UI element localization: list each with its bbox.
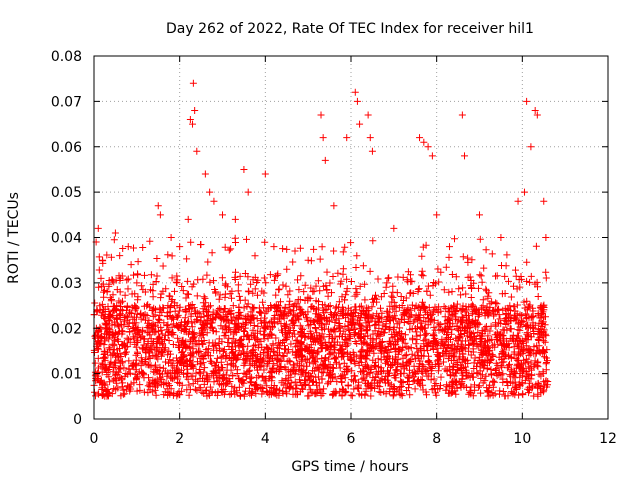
data-point <box>523 97 531 105</box>
data-point <box>189 120 197 128</box>
axis-ticks <box>93 55 609 420</box>
data-point <box>167 234 175 241</box>
data-point <box>219 211 226 219</box>
data-point <box>461 152 469 160</box>
data-point <box>366 134 374 142</box>
data-point <box>514 197 522 205</box>
data-point <box>116 252 124 260</box>
data-point <box>497 234 505 241</box>
data-point <box>261 170 269 178</box>
y-tick-label: 0.07 <box>51 94 82 110</box>
chart-title: Day 262 of 2022, Rate Of TEC Index for r… <box>166 21 534 37</box>
y-tick-label: 0.01 <box>51 367 82 383</box>
data-point <box>428 152 436 160</box>
x-tick-label: 6 <box>347 431 356 447</box>
data-point <box>520 188 528 196</box>
data-point <box>141 288 149 296</box>
data-point <box>319 134 327 142</box>
data-point <box>351 88 359 96</box>
data-point <box>353 97 361 105</box>
y-axis-label: ROTI / TECUs <box>6 192 22 284</box>
data-point <box>270 243 278 251</box>
y-tick-label: 0.02 <box>51 321 82 337</box>
x-axis-label: GPS time / hours <box>291 459 408 475</box>
data-point-band <box>90 234 552 400</box>
data-point <box>531 106 539 114</box>
data-point <box>189 79 197 87</box>
data-point <box>368 147 376 155</box>
data-point <box>210 197 218 205</box>
y-tick-label: 0.05 <box>51 185 82 201</box>
data-point <box>424 143 432 151</box>
x-tick-label: 2 <box>175 431 184 447</box>
data-point <box>540 197 548 205</box>
x-tick-label: 8 <box>432 431 441 447</box>
data-point <box>533 111 541 119</box>
y-tick-label: 0 <box>73 412 82 428</box>
x-tick-label: 10 <box>513 431 531 447</box>
data-point <box>124 243 132 251</box>
data-point <box>244 188 252 196</box>
data-point <box>420 138 428 146</box>
data-point <box>240 165 248 173</box>
data-point <box>111 229 119 237</box>
data-point <box>390 224 398 232</box>
y-tick-label: 0.08 <box>51 49 82 65</box>
data-point <box>184 215 192 223</box>
data-point <box>154 202 162 210</box>
data-point <box>283 265 291 273</box>
data-point <box>201 170 209 178</box>
data-point <box>542 234 550 241</box>
data-point <box>317 111 325 119</box>
data-point <box>321 156 329 164</box>
data-point <box>94 224 102 232</box>
y-tick-labels: 0 0.01 0.02 0.03 0.04 0.05 0.06 0.07 0.08 <box>51 49 82 428</box>
data-point <box>191 106 199 114</box>
x-tick-labels: 0 2 4 6 8 10 12 <box>90 431 617 447</box>
data-point <box>433 211 441 219</box>
data-point <box>176 243 184 251</box>
data-point <box>458 111 466 119</box>
data-point <box>206 188 214 196</box>
data-point <box>446 243 454 251</box>
y-tick-label: 0.04 <box>51 231 82 247</box>
data-point <box>193 147 201 155</box>
data-point <box>343 134 351 142</box>
data-point <box>231 215 239 223</box>
data-point <box>476 211 483 219</box>
data-point <box>364 111 372 119</box>
x-tick-label: 0 <box>90 431 99 447</box>
data-point <box>99 256 107 264</box>
y-tick-label: 0.06 <box>51 140 82 156</box>
data-point <box>156 211 164 219</box>
x-tick-label: 4 <box>261 431 270 447</box>
data-point <box>186 116 194 124</box>
x-tick-label: 12 <box>599 431 617 447</box>
y-tick-label: 0.03 <box>51 276 82 292</box>
data-point <box>330 202 338 210</box>
data-point <box>527 143 535 151</box>
data-point <box>416 134 424 142</box>
data-point <box>133 279 141 287</box>
data-point <box>356 120 364 128</box>
data-point <box>304 256 312 264</box>
data-points <box>90 79 552 400</box>
